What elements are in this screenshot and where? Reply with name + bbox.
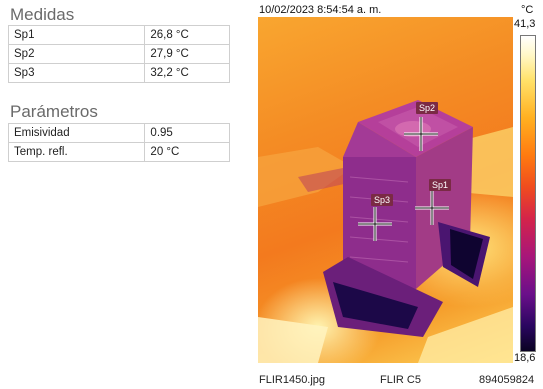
measurements-title: Medidas (10, 5, 75, 24)
table-row: Sp2 27,9 °C (7, 44, 230, 64)
thermal-image-drawing (258, 100, 513, 363)
measurement-value-sp3: 32,2 °C (144, 63, 230, 83)
image-timestamp: 10/02/2023 8:54:54 a. m. (259, 4, 382, 16)
measurements-table: Sp1 26,8 °C Sp2 27,9 °C Sp3 32,2 °C (7, 25, 230, 83)
color-scale-bar (520, 35, 536, 352)
scale-min-value: 18,6 (514, 352, 536, 364)
scale-unit: °C (521, 4, 534, 16)
spot-label-sp1: Sp1 (429, 179, 452, 191)
parameter-label-reflected-temp: Temp. refl. (7, 142, 146, 162)
table-row: Sp3 32,2 °C (7, 63, 230, 83)
measurement-label-sp3: Sp3 (7, 63, 146, 83)
spot-label-sp3: Sp3 (371, 194, 394, 206)
spot-label-sp2: Sp2 (416, 102, 439, 114)
parameter-value-emissivity: 0.95 (144, 123, 230, 143)
parameters-table: Emisividad 0.95 Temp. refl. 20 °C (7, 123, 230, 162)
measurement-label-sp2: Sp2 (7, 44, 146, 64)
table-row: Emisividad 0.95 (7, 123, 230, 143)
camera-model: FLIR C5 (380, 374, 421, 386)
hot-floor (418, 307, 513, 363)
base-shadow (333, 282, 418, 329)
measurement-value-sp1: 26,8 °C (144, 25, 230, 45)
image-filename: FLIR1450.jpg (259, 374, 326, 386)
parameter-value-reflected-temp: 20 °C (144, 142, 230, 162)
hot-floor (258, 317, 328, 363)
measurement-label-sp1: Sp1 (7, 25, 146, 45)
unit-edge (343, 122, 416, 157)
side-box-shadow (450, 229, 483, 279)
measurement-value-sp2: 27,9 °C (144, 44, 230, 64)
camera-serial: 894059824 (479, 374, 535, 386)
parameter-label-emissivity: Emisividad (7, 123, 146, 143)
pipe-shape (298, 167, 353, 192)
thermal-image: Sp2 Sp1 Sp3 (258, 17, 513, 363)
scale-max-value: 41,3 (514, 18, 536, 30)
parameters-title: Parámetros (10, 102, 98, 121)
table-row: Sp1 26,8 °C (7, 25, 230, 45)
table-row: Temp. refl. 20 °C (7, 142, 230, 162)
